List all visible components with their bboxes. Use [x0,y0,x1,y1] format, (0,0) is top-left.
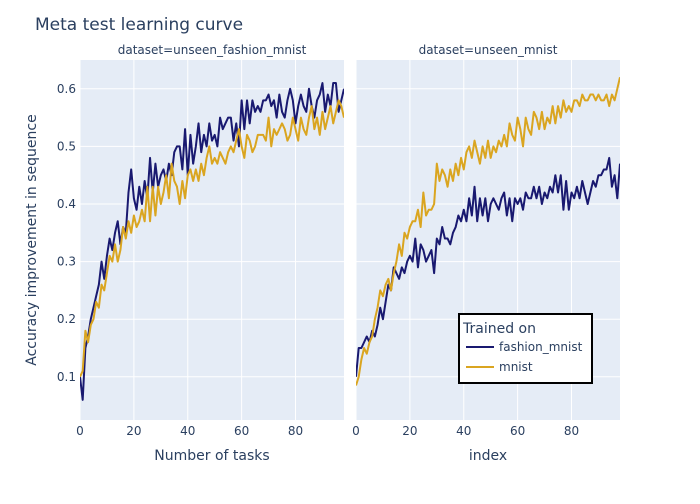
panel-1-line-fashion-mnist [356,156,620,377]
y-tick-label: 0.4 [57,197,76,211]
y-axis-label: Accuracy improvement in sequence [24,114,40,365]
panel-0-line-mnist [80,99,344,378]
panel-0-x-tick-label: 20 [126,424,141,438]
panel-1-facet-label: dataset=unseen_mnist [419,43,558,57]
panels-layer: 0.1 0.2 0.3 0.4 0.5 0.6 0 20 40 60 80 dataset=unsee… [57,43,620,464]
panel-1-x-tick-label: 80 [564,424,579,438]
y-tick-label: 0.5 [57,139,76,153]
panel-0-x-tick-label: 60 [234,424,249,438]
panel-1-x-tick-label: 0 [352,424,360,438]
panel-1-x-axis-label: index [469,448,507,464]
y-tick-label: 0.3 [57,255,76,269]
legend-label-fashion-mnist[interactable]: fashion_mnist [499,340,583,354]
panel-0-facet-label: dataset=unseen_fashion_mnist [118,43,307,57]
chart-title: Meta test learning curve [35,15,243,35]
legend[interactable]: Trained on fashion_mnist mnist [458,313,593,384]
legend-box [458,313,593,384]
y-tick-label: 0.6 [57,82,76,96]
panel-0-x-tick-label: 0 [76,424,84,438]
y-tick-label: 0.2 [57,312,76,326]
y-tick-label: 0.1 [57,370,76,384]
panel-0: 0.1 0.2 0.3 0.4 0.5 0.6 0 20 40 60 80 dataset=unsee… [57,43,344,464]
panel-1-x-tick-label: 20 [402,424,417,438]
panel-0-x-tick-label: 80 [288,424,303,438]
legend-label-mnist[interactable]: mnist [499,360,533,374]
panel-1-line-mnist [356,77,620,386]
panel-1-x-tick-label: 40 [456,424,471,438]
panel-0-x-tick-label: 40 [180,424,195,438]
legend-title: Trained on [462,321,536,337]
panel-1-x-tick-label: 60 [510,424,525,438]
panel-0-x-axis-label: Number of tasks [154,448,269,464]
